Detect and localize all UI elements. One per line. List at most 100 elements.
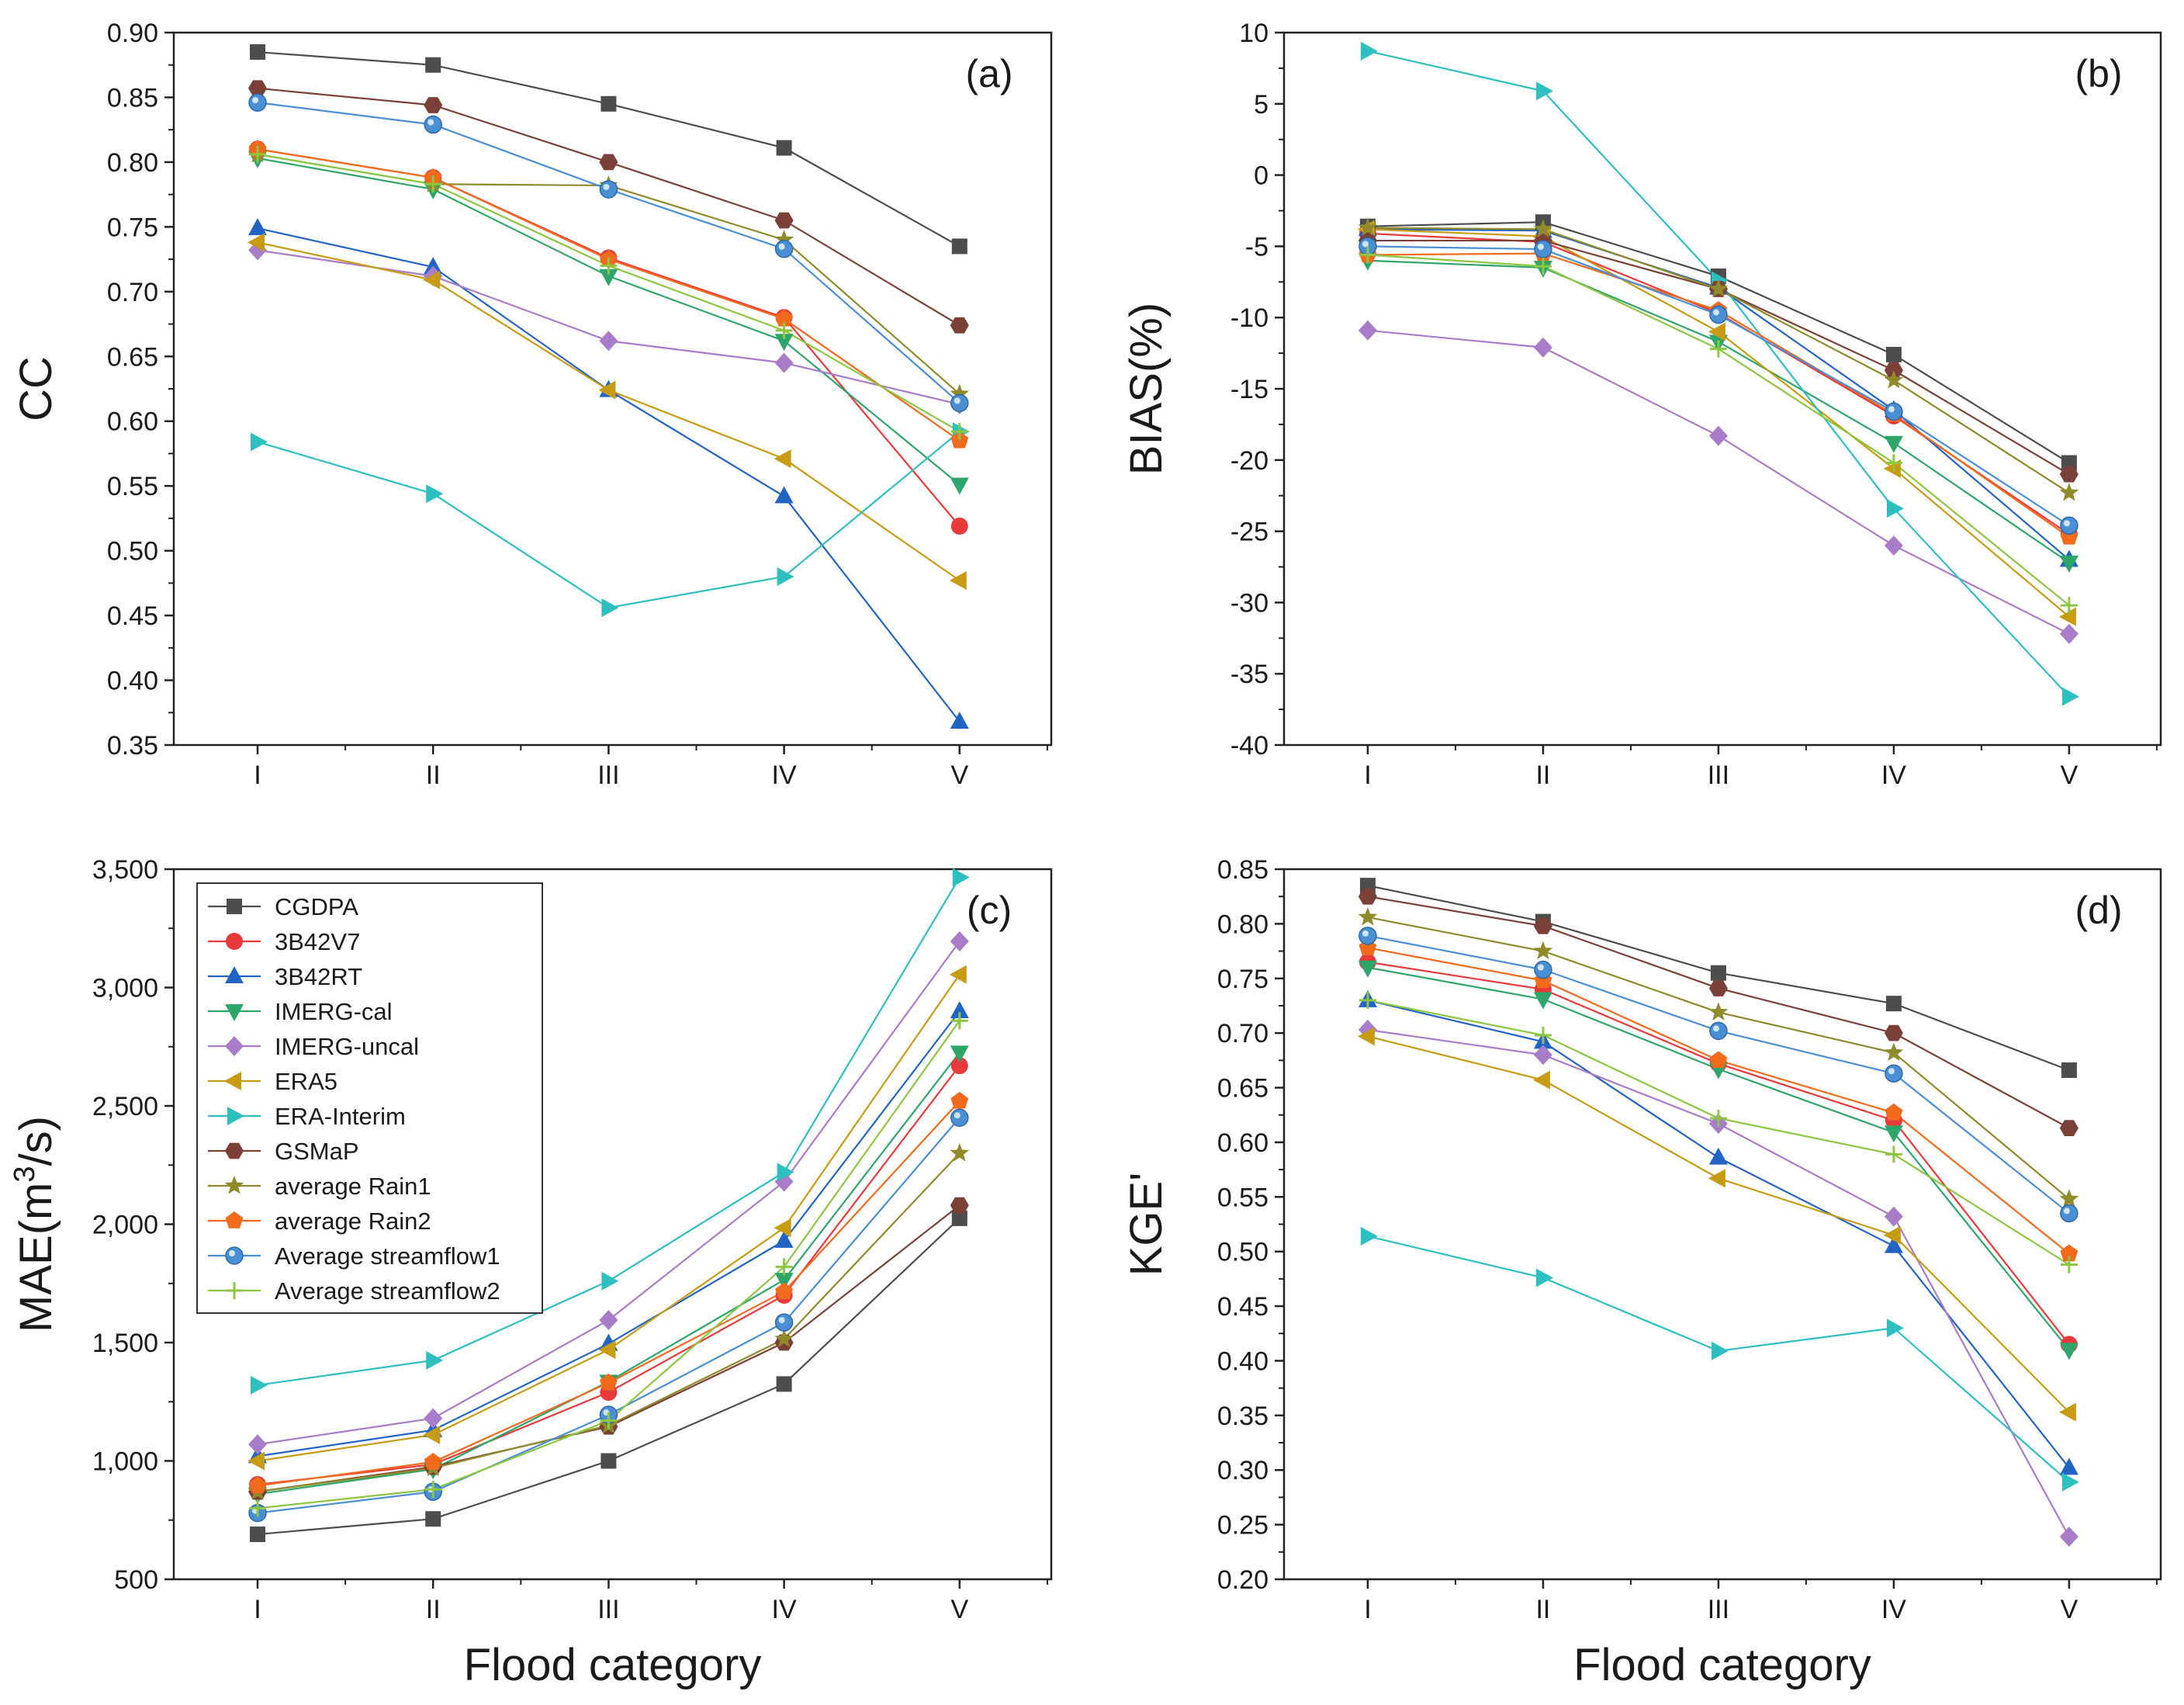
panel-b-xtick-label: V <box>2061 761 2078 790</box>
panel-d-ytick-label: 0.45 <box>1217 1292 1269 1322</box>
panel-d-xlabel: Flood category <box>1573 1640 1871 1690</box>
panel-d-series-era5 <box>1357 1027 2076 1422</box>
panel-c-point-era5 <box>949 965 967 984</box>
panel-c-ylabel: MAE(m3/s) <box>9 1116 61 1332</box>
panel-a-ytick-label: 0.45 <box>107 601 158 631</box>
panel-a-point-era5 <box>423 270 441 289</box>
panel-d-point-average-rain2 <box>1709 1051 1728 1069</box>
panel-c-point-imerg-cal <box>774 1273 794 1291</box>
legend-swatch-marker <box>225 1036 244 1056</box>
panel-b-point-average-streamflow1-highlight <box>1362 241 1369 248</box>
panel-c-ytick-label: 1,500 <box>92 1329 158 1358</box>
legend-label: ERA5 <box>275 1068 337 1095</box>
panel-a-point-average-streamflow1-highlight <box>954 397 960 404</box>
panel-a-point-imerg-cal <box>774 334 794 352</box>
panel-a-point-era5 <box>247 233 265 252</box>
panel-d-point-imerg-cal <box>1358 960 1377 978</box>
panel-b-series-average-streamflow2 <box>1359 246 2078 615</box>
panel-b-point-average-streamflow1 <box>1709 305 1728 324</box>
panel-d-line-era-interim <box>1367 1235 2070 1483</box>
panel-d-point-average-streamflow2 <box>1359 991 1376 1009</box>
legend: CGDPA 3B42V7 3B42RT IMERG-cal IMERG-uncal ERA… <box>196 882 543 1314</box>
legend-item-average-streamflow2: Average streamflow2 <box>208 1277 500 1305</box>
panel-c-xtick-label: V <box>950 1595 968 1624</box>
legend-label: IMERG-cal <box>275 998 393 1025</box>
panel-a-series-era5 <box>247 233 967 591</box>
panel-b-xtick-label: I <box>1364 761 1371 790</box>
panel-d-point-cgdpa <box>1885 996 1902 1012</box>
panel-d-series-average-rain1 <box>1358 906 2079 1208</box>
panel-d-point-cgdpa <box>1710 965 1726 981</box>
panel-d-series-average-streamflow1 <box>1359 927 2078 1223</box>
panel-c-series-average-streamflow2 <box>249 1012 968 1517</box>
panel-a-ytick-label: 0.35 <box>107 731 158 761</box>
panel-d-point-gsmap <box>1708 980 1728 996</box>
panel-a-ytick-label: 0.60 <box>107 407 158 437</box>
panel-a-point-gsmap <box>248 80 268 97</box>
panel-a-point-3b42rt <box>424 257 443 275</box>
legend-label: 3B42V7 <box>275 928 360 955</box>
panel-b-series-era-interim <box>1360 41 2079 706</box>
panel-a-line-gsmap <box>257 87 960 327</box>
panel-a-xtick-label: II <box>426 761 441 790</box>
panel-c-series-era-interim <box>251 868 970 1395</box>
panel-a-point-3b42rt <box>774 486 794 504</box>
panel-a-ytick-label: 0.65 <box>107 342 158 372</box>
panel-b-point-imerg-uncal <box>1358 320 1377 341</box>
panel-b-xtick-label: IV <box>1881 761 1906 790</box>
panel-b-ytick-label: -15 <box>1230 375 1269 404</box>
panel-c-point-3b42rt <box>950 1001 969 1018</box>
legend-swatch-marker <box>225 966 244 983</box>
panel-c-xtick-label: III <box>597 1595 619 1624</box>
legend-item-era5: ERA5 <box>208 1068 337 1095</box>
panel-c-point-era-interim <box>251 1375 268 1395</box>
panel-b-series-average-streamflow1 <box>1359 237 2078 535</box>
legend-label: 3B42RT <box>275 963 362 990</box>
panel-c-point-average-streamflow2 <box>249 1499 267 1517</box>
panel-a-line-cgdpa <box>257 50 960 248</box>
legend-item-gsmap: GSMaP <box>208 1138 359 1165</box>
panel-d-ytick-label: 0.20 <box>1217 1565 1269 1595</box>
panel-a-series-imerg-cal <box>248 151 969 495</box>
panel-c-point-gsmap <box>950 1197 969 1214</box>
legend-label: GSMaP <box>275 1138 359 1165</box>
panel-c-point-average-streamflow2 <box>950 1012 968 1030</box>
panel-d-point-gsmap <box>2059 1120 2078 1137</box>
panel-c-point-average-streamflow2 <box>600 1412 618 1429</box>
panel-c-ytick-label: 500 <box>114 1565 158 1595</box>
panel-c-ytick-label: 2,000 <box>92 1211 158 1240</box>
panel-b-ytick-label: -35 <box>1230 660 1269 689</box>
panel-c-point-average-streamflow1-highlight <box>954 1112 960 1119</box>
panel-b-point-average-streamflow2 <box>1359 246 1376 264</box>
panel-b-point-era-interim <box>1535 81 1553 101</box>
panel-d-point-imerg-cal <box>2059 1343 2078 1360</box>
panel-c-series-era5 <box>247 965 967 1471</box>
panel-a-point-gsmap <box>599 154 618 171</box>
panel-a-point-3b42v7 <box>950 517 968 535</box>
panel-a-point-average-streamflow2 <box>600 257 618 275</box>
panel-b-point-era-interim <box>1886 499 1904 518</box>
panel-b-point-average-streamflow1 <box>2060 516 2078 535</box>
panel-d-ytick-label: 0.70 <box>1217 1019 1269 1048</box>
panel-d-point-imerg-uncal <box>2059 1527 2078 1547</box>
panel-c-label: (c) <box>967 889 1012 932</box>
panel-b-point-average-streamflow2 <box>1534 258 1552 276</box>
legend-swatch-marker <box>225 1246 244 1265</box>
panel-a-point-cgdpa <box>776 140 792 156</box>
panel-b-point-era-interim <box>1360 41 1378 61</box>
panel-a-ytick-label: 0.90 <box>107 19 158 48</box>
panel-c-point-3b42v7 <box>950 1057 968 1075</box>
legend-swatch-marker-highlight <box>229 1250 235 1256</box>
panel-b-point-average-rain1 <box>1533 219 1553 237</box>
panel-a-point-average-streamflow1 <box>424 115 442 134</box>
panel-d-point-era-interim <box>1360 1226 1378 1246</box>
legend-box <box>196 882 543 1314</box>
panel-d-point-average-streamflow2 <box>1534 1026 1552 1044</box>
panel-d-point-average-streamflow1-highlight <box>1712 1025 1719 1032</box>
panel-d-series-average-streamflow2 <box>1359 991 2078 1274</box>
panel-d-ytick-label: 0.75 <box>1217 965 1269 994</box>
panel-c-point-average-rain1 <box>950 1143 970 1162</box>
panel-a-point-average-streamflow1 <box>248 93 267 112</box>
panel-a-point-imerg-uncal <box>774 352 794 373</box>
panel-c-xtick-label: IV <box>772 1595 797 1624</box>
